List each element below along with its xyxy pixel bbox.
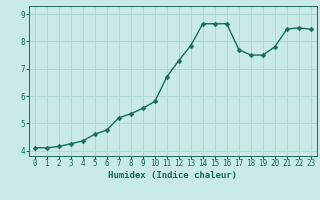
X-axis label: Humidex (Indice chaleur): Humidex (Indice chaleur) xyxy=(108,171,237,180)
